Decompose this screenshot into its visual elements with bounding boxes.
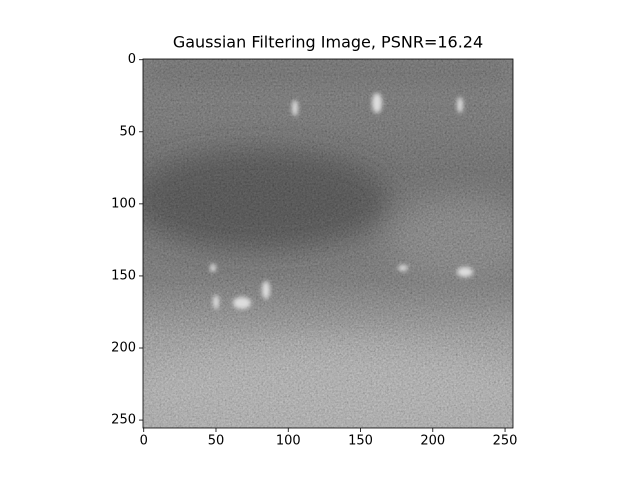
x-tick-label: 0 bbox=[140, 434, 148, 449]
x-tick-label: 200 bbox=[420, 434, 445, 449]
axes-frame bbox=[142, 58, 514, 429]
y-tick-label: 150 bbox=[111, 268, 136, 283]
chart-title: Gaussian Filtering Image, PSNR=16.24 bbox=[173, 33, 483, 52]
y-tick-label: 100 bbox=[111, 196, 136, 211]
y-tick-label: 250 bbox=[111, 413, 136, 428]
x-tick-label: 50 bbox=[208, 434, 225, 449]
x-tick-label: 100 bbox=[276, 434, 301, 449]
image bbox=[143, 59, 513, 428]
y-tick-label: 200 bbox=[111, 341, 136, 356]
x-tick-label: 250 bbox=[493, 434, 518, 449]
y-tick-label: 50 bbox=[119, 124, 136, 139]
y-tick-label: 0 bbox=[128, 52, 136, 67]
x-tick-label: 150 bbox=[348, 434, 373, 449]
